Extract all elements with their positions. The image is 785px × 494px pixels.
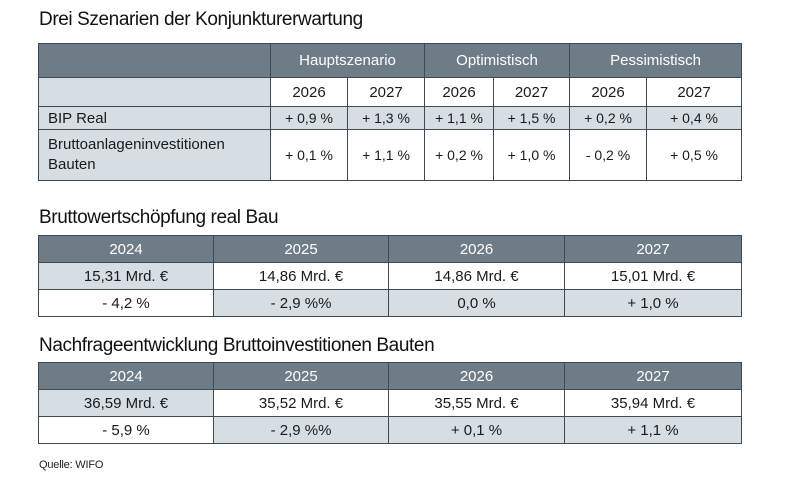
table-cell: + 0,1 % <box>388 416 565 444</box>
table-cell: + 0,4 % <box>646 106 743 130</box>
year-header: 2026 <box>424 77 495 107</box>
table-row: Bruttoanlageninvestitionen Bauten + 0,1 … <box>38 129 743 181</box>
year-header: 2027 <box>564 362 742 390</box>
table-row: - 4,2 % - 2,9 %% 0,0 % + 1,0 % <box>38 289 742 317</box>
scenarios-title: Drei Szenarien der Konjunkturerwartung <box>39 9 363 30</box>
table-cell: + 1,3 % <box>346 106 426 130</box>
table-cell: 36,59 Mrd. € <box>38 389 214 417</box>
table-cell: 15,01 Mrd. € <box>564 262 742 290</box>
table-cell: + 1,1 % <box>346 129 426 181</box>
nachfrage-title: Nachfrageentwicklung Bruttoinvestitionen… <box>39 335 435 356</box>
table-cell: - 4,2 % <box>38 289 214 317</box>
year-header: 2024 <box>38 235 214 263</box>
header-corner <box>38 43 271 78</box>
table-cell: 35,94 Mrd. € <box>564 389 742 417</box>
header-optimistisch: Optimistisch <box>424 43 571 78</box>
year-header: 2026 <box>270 77 348 107</box>
table-cell: + 0,5 % <box>646 129 743 181</box>
table-cell: - 2,9 %% <box>213 416 389 444</box>
year-header: 2027 <box>564 235 742 263</box>
table-cell: + 1,1 % <box>564 416 742 444</box>
table-row: - 5,9 % - 2,9 %% + 0,1 % + 1,1 % <box>38 416 742 444</box>
table-cell: + 1,0 % <box>493 129 571 181</box>
table-cell: 0,0 % <box>388 289 565 317</box>
year-header: 2025 <box>213 235 389 263</box>
table-cell: 35,55 Mrd. € <box>388 389 565 417</box>
year-header: 2026 <box>388 235 565 263</box>
year-row-corner <box>38 77 271 107</box>
header-pessimistisch: Pessimistisch <box>569 43 743 78</box>
table-cell: + 0,9 % <box>270 106 348 130</box>
year-header: 2027 <box>646 77 743 107</box>
year-header: 2025 <box>213 362 389 390</box>
table-cell: + 0,2 % <box>424 129 495 181</box>
row-label-bauinvestitionen: Bruttoanlageninvestitionen Bauten <box>38 129 271 181</box>
scenarios-table: Hauptszenario Optimistisch Pessimistisch… <box>38 43 743 181</box>
year-header: 2026 <box>569 77 648 107</box>
table-cell: - 0,2 % <box>569 129 648 181</box>
year-header: 2027 <box>493 77 571 107</box>
table-cell: - 5,9 % <box>38 416 214 444</box>
header-hauptszenario: Hauptszenario <box>269 43 426 78</box>
table-cell: + 0,1 % <box>270 129 348 181</box>
source-note: Quelle: WIFO <box>39 459 104 471</box>
nachfrage-table: 2024 2025 2026 2027 36,59 Mrd. € 35,52 M… <box>38 362 742 444</box>
table-row: 15,31 Mrd. € 14,86 Mrd. € 14,86 Mrd. € 1… <box>38 262 742 290</box>
table-cell: + 1,0 % <box>564 289 742 317</box>
row-label-bip: BIP Real <box>38 106 271 130</box>
bws-table: 2024 2025 2026 2027 15,31 Mrd. € 14,86 M… <box>38 235 742 317</box>
table-row: 36,59 Mrd. € 35,52 Mrd. € 35,55 Mrd. € 3… <box>38 389 742 417</box>
table-cell: 35,52 Mrd. € <box>213 389 389 417</box>
year-header: 2024 <box>38 362 214 390</box>
table-cell: 15,31 Mrd. € <box>38 262 214 290</box>
year-header: 2026 <box>388 362 565 390</box>
table-cell: + 1,1 % <box>424 106 495 130</box>
table-cell: - 2,9 %% <box>213 289 389 317</box>
bws-title: Bruttowertschöpfung real Bau <box>39 207 279 228</box>
table-row: BIP Real + 0,9 % + 1,3 % + 1,1 % + 1,5 %… <box>38 106 743 130</box>
table-cell: 14,86 Mrd. € <box>213 262 389 290</box>
table-cell: 14,86 Mrd. € <box>388 262 565 290</box>
table-cell: + 1,5 % <box>493 106 571 130</box>
table-cell: + 0,2 % <box>569 106 648 130</box>
year-header: 2027 <box>346 77 426 107</box>
